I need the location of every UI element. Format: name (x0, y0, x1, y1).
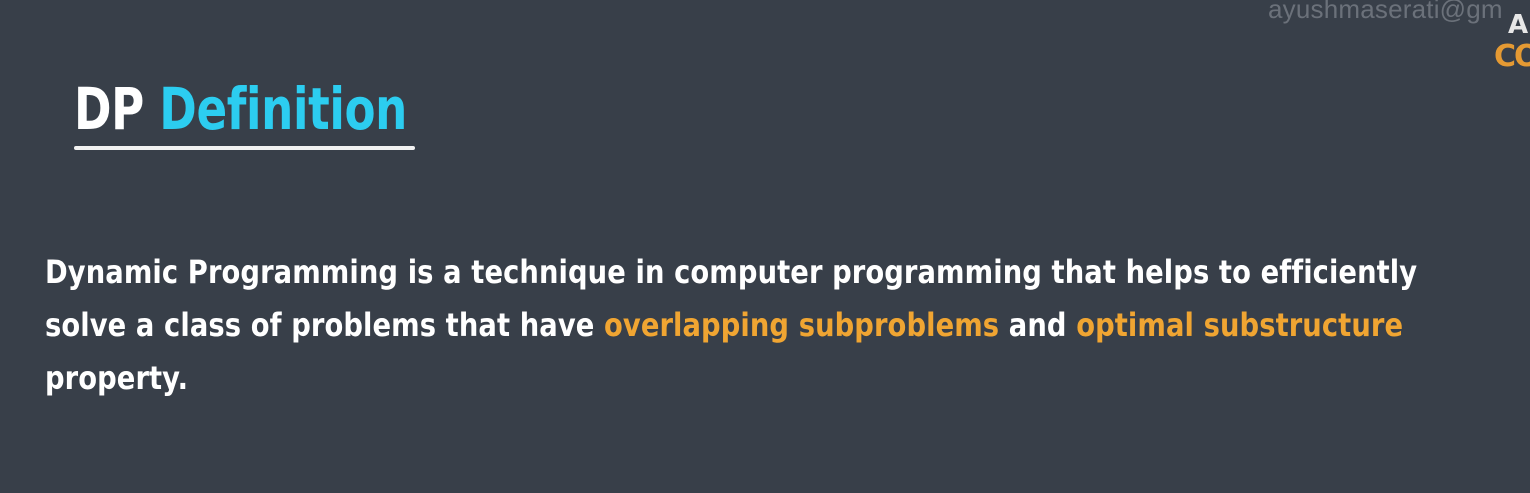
title-text: DP Definition (74, 74, 407, 144)
title-underline (74, 146, 415, 150)
definition-line-2: solve a class of problems that have over… (45, 299, 1430, 352)
definition-line-3: property. (45, 359, 189, 397)
slide-title: DP Definition (74, 74, 415, 150)
title-definition: Definition (159, 75, 407, 143)
definition-paragraph: Dynamic Programming is a technique in co… (45, 246, 1430, 405)
title-dp: DP (74, 75, 144, 143)
brand-logo: A CO (1494, 6, 1530, 76)
email-watermark: ayushmaserati@gm (1268, 0, 1503, 24)
highlight-overlapping-subproblems: overlapping subproblems (604, 306, 1000, 344)
logo-bottom-text: CO (1494, 39, 1530, 74)
highlight-optimal-substructure: optimal substructure (1076, 306, 1404, 344)
definition-line-2-prefix: solve a class of problems that have (45, 306, 605, 344)
definition-connector: and (999, 306, 1077, 344)
logo-top-text: A (1508, 10, 1529, 40)
definition-line-1: Dynamic Programming is a technique in co… (45, 253, 1418, 291)
